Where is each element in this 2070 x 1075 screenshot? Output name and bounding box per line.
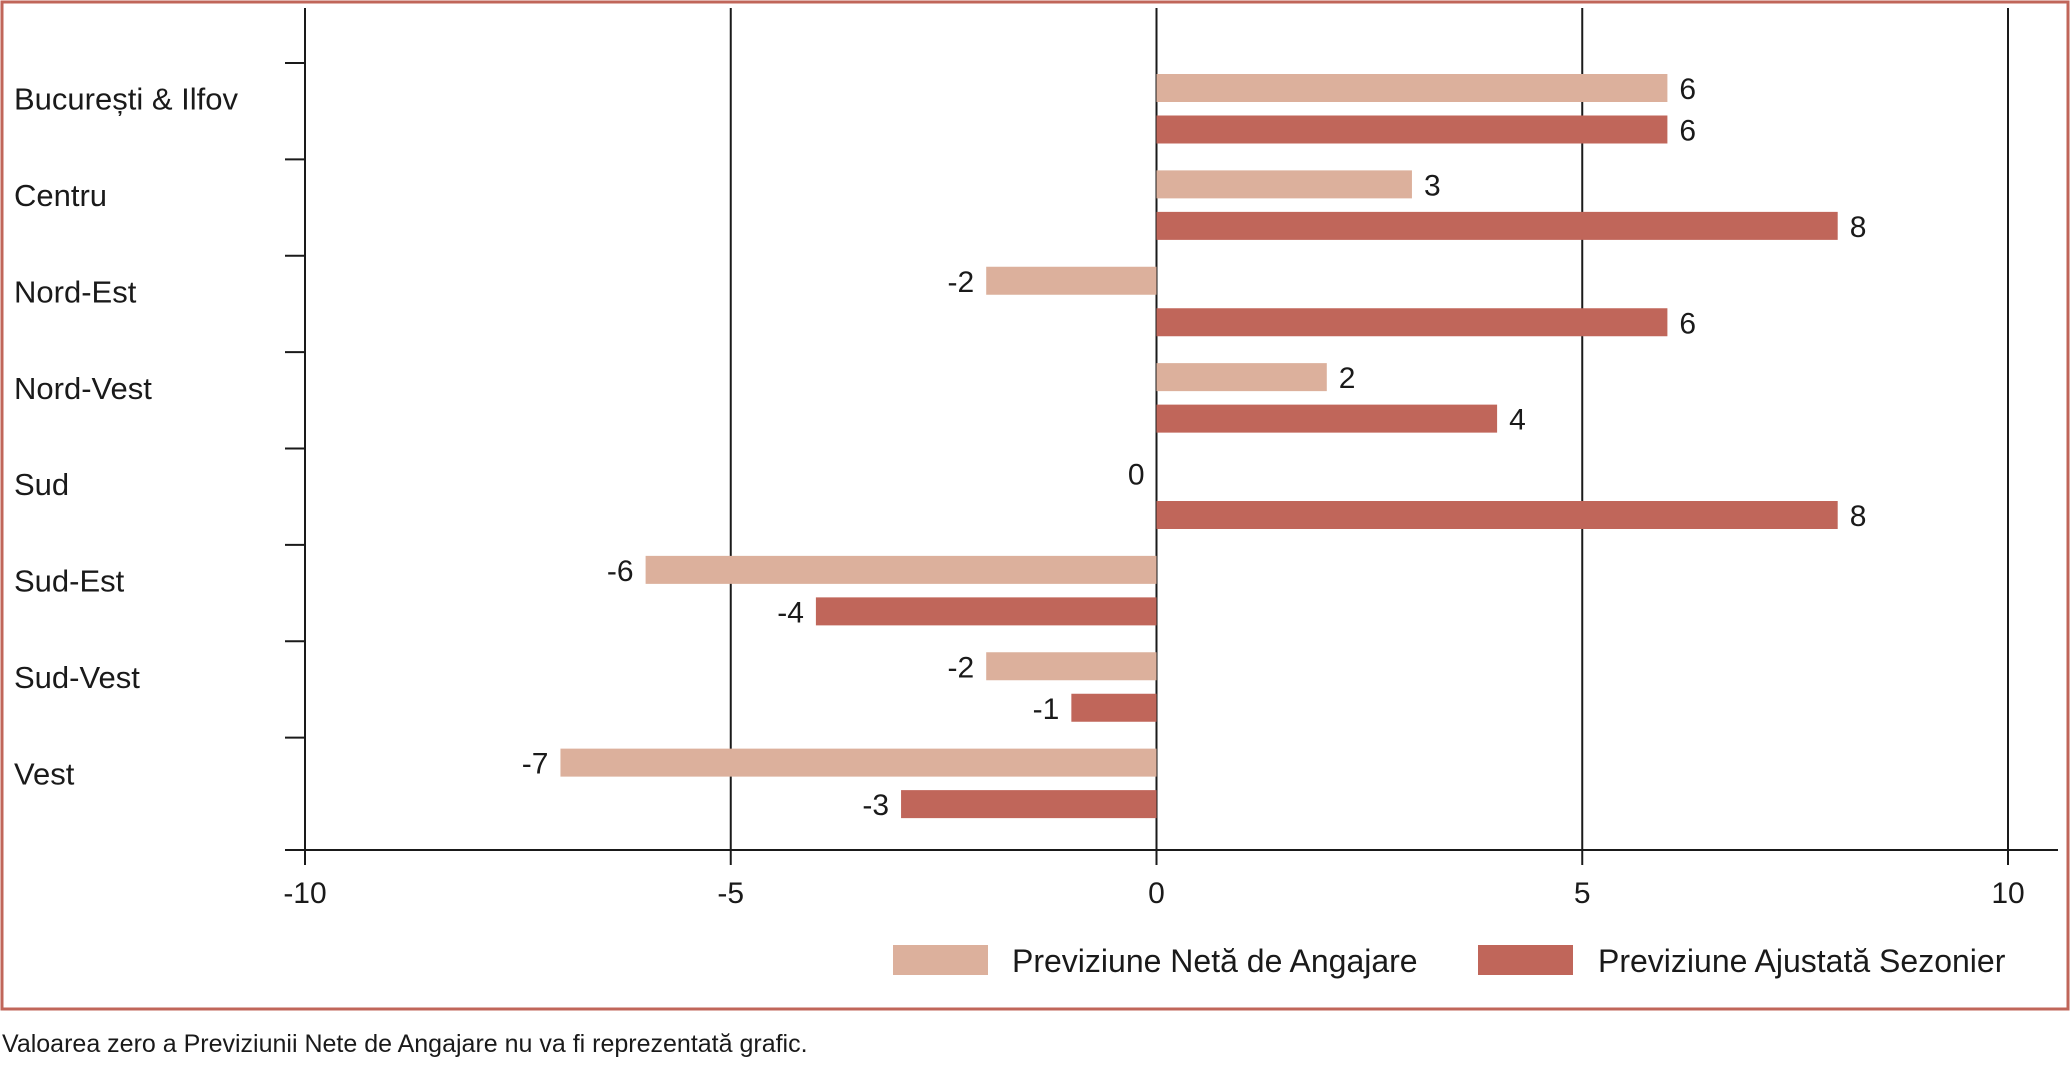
category-label-4: Sud	[14, 467, 69, 502]
x-tick-label-3: 5	[1574, 877, 1591, 910]
legend: Previziune Netă de Angajare Previziune Aj…	[893, 943, 2006, 979]
data-label-0-3: 2	[1339, 362, 1356, 395]
category-label-3: Nord-Vest	[14, 371, 152, 406]
data-label-1-0: 6	[1679, 115, 1696, 148]
data-label-0-1: 3	[1424, 169, 1441, 202]
category-label-5: Sud-Est	[14, 564, 125, 599]
data-label-0-7: -7	[522, 748, 549, 781]
bar-0-7	[560, 748, 1157, 777]
data-label-1-4: 8	[1850, 500, 1867, 533]
chart-frame	[0, 0, 2070, 1011]
bar-0-0	[1156, 74, 1668, 102]
data-label-0-4: 0	[1128, 459, 1145, 492]
category-labels: București & Ilfov Centru Nord-Est Nord-Vest…	[14, 82, 238, 792]
legend-label-1: Previziune Ajustată Sezonier	[1598, 943, 2006, 979]
bar-1-4	[1156, 501, 1838, 529]
bar-1-0	[1156, 115, 1668, 144]
data-label-1-6: -1	[1033, 693, 1060, 726]
data-label-0-5: -6	[607, 555, 634, 588]
data-label-0-0: 6	[1679, 73, 1696, 106]
bar-0-2	[986, 266, 1157, 295]
x-tick-labels: -10 -5 0 5 10	[283, 877, 2024, 910]
data-label-1-5: -4	[777, 596, 804, 629]
legend-label-0: Previziune Netă de Angajare	[1012, 943, 1418, 979]
x-tick-label-0: -10	[283, 877, 326, 910]
footnote: Valoarea zero a Previziunii Nete de Anga…	[2, 1030, 808, 1058]
data-label-1-2: 6	[1679, 307, 1696, 340]
bar-1-3	[1156, 404, 1498, 433]
bar-1-5	[815, 597, 1157, 626]
category-label-7: Vest	[14, 756, 75, 791]
category-label-6: Sud-Vest	[14, 660, 140, 695]
x-tick-label-2: 0	[1148, 877, 1165, 910]
bar-1-6	[1071, 693, 1157, 722]
axes	[285, 62, 2058, 865]
bar-1-1	[1156, 211, 1838, 240]
x-tick-label-4: 10	[1991, 877, 2024, 910]
data-label-1-7: -3	[862, 789, 889, 822]
data-label-1-3: 4	[1509, 404, 1526, 437]
bar-1-2	[1156, 308, 1668, 337]
legend-swatch-0	[893, 945, 988, 975]
data-label-1-1: 8	[1850, 211, 1867, 244]
bar-0-3	[1156, 363, 1327, 392]
data-labels: 6 6 3 8 -2 6 2 4 0 8 -6 -4 -2 -1 -7 -3	[522, 73, 1867, 822]
bar-1-7	[901, 790, 1157, 819]
data-label-0-2: -2	[948, 266, 975, 299]
x-tick-label-1: -5	[717, 877, 744, 910]
bar-0-5	[645, 555, 1157, 584]
legend-swatch-1	[1478, 945, 1573, 975]
bar-0-6	[986, 652, 1157, 681]
category-label-2: Nord-Est	[14, 274, 137, 309]
category-label-1: Centru	[14, 178, 107, 213]
bar-0-1	[1156, 170, 1412, 199]
bars	[560, 74, 1838, 819]
data-label-0-6: -2	[948, 651, 975, 684]
category-label-0: București & Ilfov	[14, 82, 238, 117]
